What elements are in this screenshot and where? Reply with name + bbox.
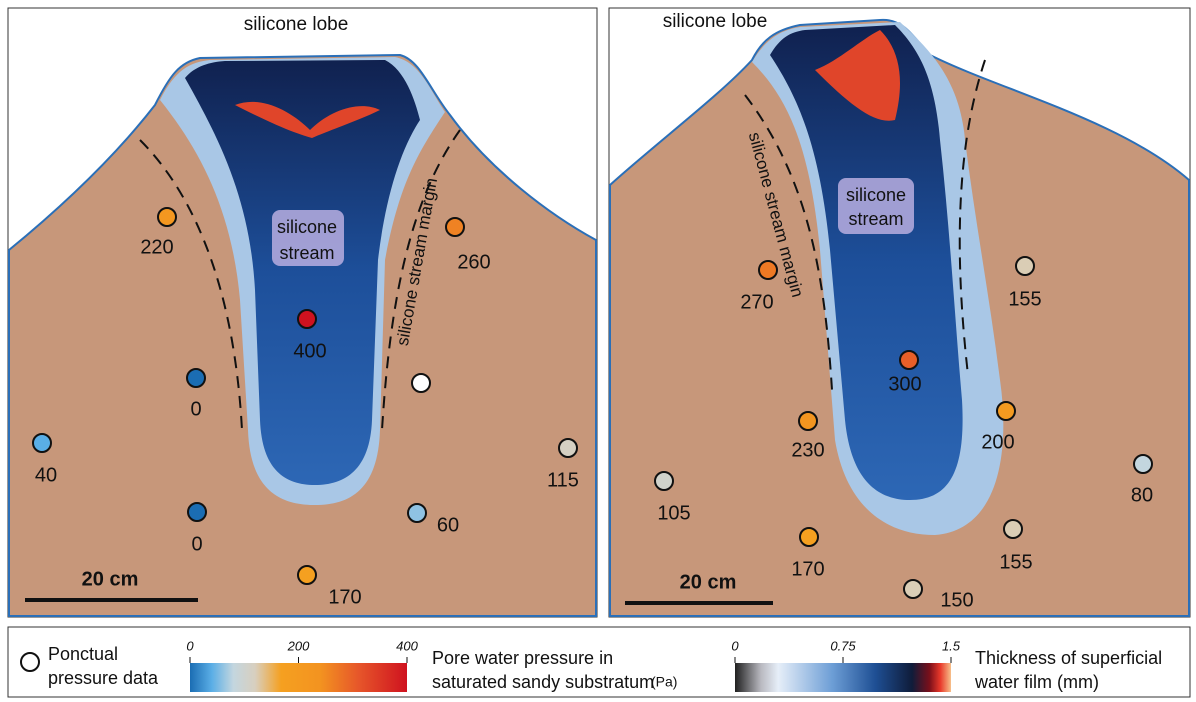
- legend-label: saturated sandy substratum: [432, 672, 654, 692]
- point-label: 220: [140, 236, 173, 258]
- panel-title: silicone lobe: [244, 14, 349, 35]
- point-label: 170: [328, 586, 361, 608]
- pressure-point: [558, 438, 578, 458]
- point-label: 260: [457, 251, 490, 273]
- point-label: 0: [191, 533, 202, 555]
- legend-label: pressure data: [48, 668, 159, 688]
- pressure-point: [187, 502, 207, 522]
- silicone-stream: [185, 60, 420, 485]
- pressure-point: [799, 527, 819, 547]
- silicone-stream: [770, 25, 963, 500]
- pressure-point: [798, 411, 818, 431]
- stream-label: silicone: [846, 185, 906, 205]
- colorbar-tick-label: 400: [396, 638, 418, 653]
- colorbar-tick-label: 200: [287, 638, 310, 653]
- colorbar-tick-label: 0: [731, 638, 739, 653]
- point-label: 170: [791, 558, 824, 580]
- point-label: 150: [940, 589, 973, 611]
- point-label: 300: [888, 373, 921, 395]
- stream-label: stream: [279, 243, 334, 263]
- pressure-point: [157, 207, 177, 227]
- point-label: 155: [1008, 288, 1041, 310]
- point-label: 105: [657, 502, 690, 524]
- legend-marker: [20, 652, 40, 672]
- pressure-point: [899, 350, 919, 370]
- pressure-point: [654, 471, 674, 491]
- pressure-point: [1015, 256, 1035, 276]
- margin-line: [139, 139, 243, 431]
- point-label: 60: [437, 514, 459, 536]
- margin-line: [744, 94, 833, 391]
- point-label: 270: [740, 291, 773, 313]
- pressure-colorbar: [190, 663, 407, 692]
- scale-label: 20 cm: [680, 571, 737, 593]
- pressure-point: [407, 503, 427, 523]
- pressure-point: [297, 309, 317, 329]
- empty-point: [411, 373, 431, 393]
- label-box: [272, 210, 344, 266]
- legend-label: water film (mm): [974, 672, 1099, 692]
- legend-label: Thickness of superficial: [975, 648, 1162, 668]
- point-label: 400: [293, 340, 326, 362]
- point-label: 155: [999, 551, 1032, 573]
- pressure-point: [186, 368, 206, 388]
- film-colorbar: [735, 663, 951, 692]
- margin-line: [958, 59, 986, 376]
- pressure-point: [996, 401, 1016, 421]
- hot-spot: [815, 30, 900, 121]
- stream-label: stream: [848, 209, 903, 229]
- margin-line: [381, 129, 461, 431]
- colorbar-tick-label: 1.5: [942, 638, 961, 653]
- label-box: [838, 178, 914, 234]
- hot-spot: [235, 101, 380, 138]
- point-label: 40: [35, 464, 57, 486]
- point-label: 230: [791, 439, 824, 461]
- colorbar-tick-label: 0: [186, 638, 194, 653]
- pressure-point: [1133, 454, 1153, 474]
- pressure-point: [32, 433, 52, 453]
- point-label: 115: [547, 469, 579, 491]
- colorbar-tick-label: 0.75: [830, 638, 856, 653]
- legend-label: Pore water pressure in: [432, 648, 613, 668]
- legend-unit: (Pa): [651, 674, 677, 690]
- point-label: 200: [981, 431, 1014, 453]
- pressure-point: [297, 565, 317, 585]
- pressure-point: [903, 579, 923, 599]
- scale-label: 20 cm: [82, 568, 139, 590]
- stream-label: silicone: [277, 217, 337, 237]
- pressure-point: [758, 260, 778, 280]
- panel-title: silicone lobe: [663, 11, 768, 32]
- point-label: 0: [190, 398, 201, 420]
- pressure-point: [1003, 519, 1023, 539]
- pressure-point: [445, 217, 465, 237]
- point-label: 80: [1131, 484, 1153, 506]
- legend-label: Ponctual: [48, 644, 118, 664]
